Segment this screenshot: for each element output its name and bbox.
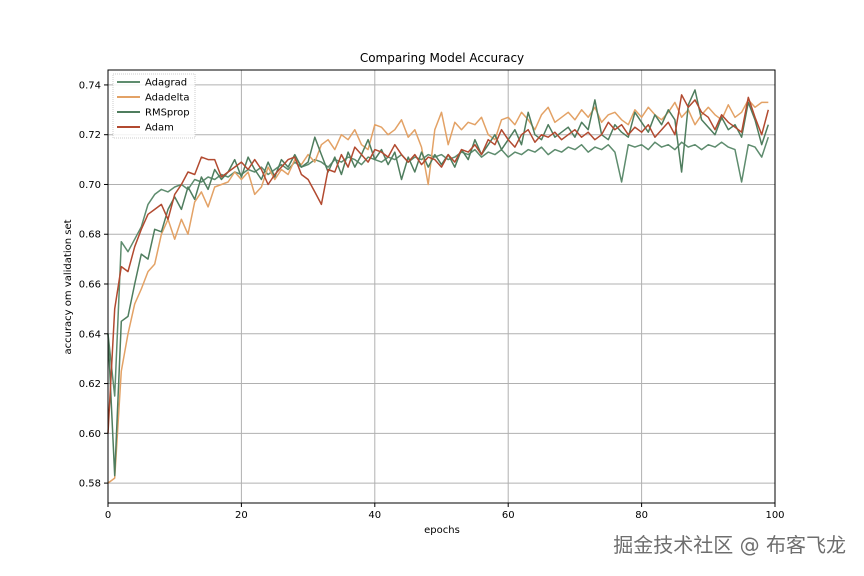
legend-label-adam: Adam	[145, 123, 174, 134]
series-line-rmsprop	[107, 89, 770, 477]
x-tick-label: 80	[635, 510, 648, 521]
series-line-adadelta	[107, 99, 769, 484]
x-tick-label: 100	[765, 510, 784, 521]
y-tick-label: 0.68	[79, 230, 101, 241]
y-tick-label: 0.70	[79, 180, 101, 191]
x-tick-label: 20	[235, 510, 248, 521]
x-tick-label: 40	[368, 510, 381, 521]
legend: Adagrad Adadelta RMSprop Adam	[112, 73, 196, 139]
y-tick-label: 0.60	[79, 429, 101, 440]
series-line-adagrad	[107, 136, 770, 397]
series-line-adam	[107, 94, 770, 434]
axes-frame	[107, 69, 776, 504]
legend-label-adagrad: Adagrad	[145, 78, 187, 89]
watermark: 掘金技术社区 @ 布客飞龙	[613, 533, 846, 557]
chart-title: Comparing Model Accuracy	[360, 51, 524, 65]
x-axis-label: epochs	[424, 525, 460, 536]
y-tick-label: 0.58	[79, 479, 101, 490]
y-axis-label: accuracy om validation set	[63, 219, 74, 354]
y-tick-label: 0.74	[79, 80, 101, 91]
y-tick-label: 0.64	[79, 329, 101, 340]
y-tick-label: 0.72	[79, 130, 101, 141]
legend-label-rmsprop: RMSprop	[145, 108, 190, 119]
y-tick-label: 0.66	[79, 280, 101, 291]
legend-label-adadelta: Adadelta	[145, 93, 189, 104]
x-tick-label: 60	[502, 510, 515, 521]
y-tick-label: 0.62	[79, 379, 101, 390]
series-lines	[107, 89, 770, 484]
ticks: 0 20 40 60 80 100 0.58 0.60 0.62 0.64 0.66 0.68 0.70…	[79, 80, 785, 521]
x-tick-label: 0	[105, 510, 111, 521]
